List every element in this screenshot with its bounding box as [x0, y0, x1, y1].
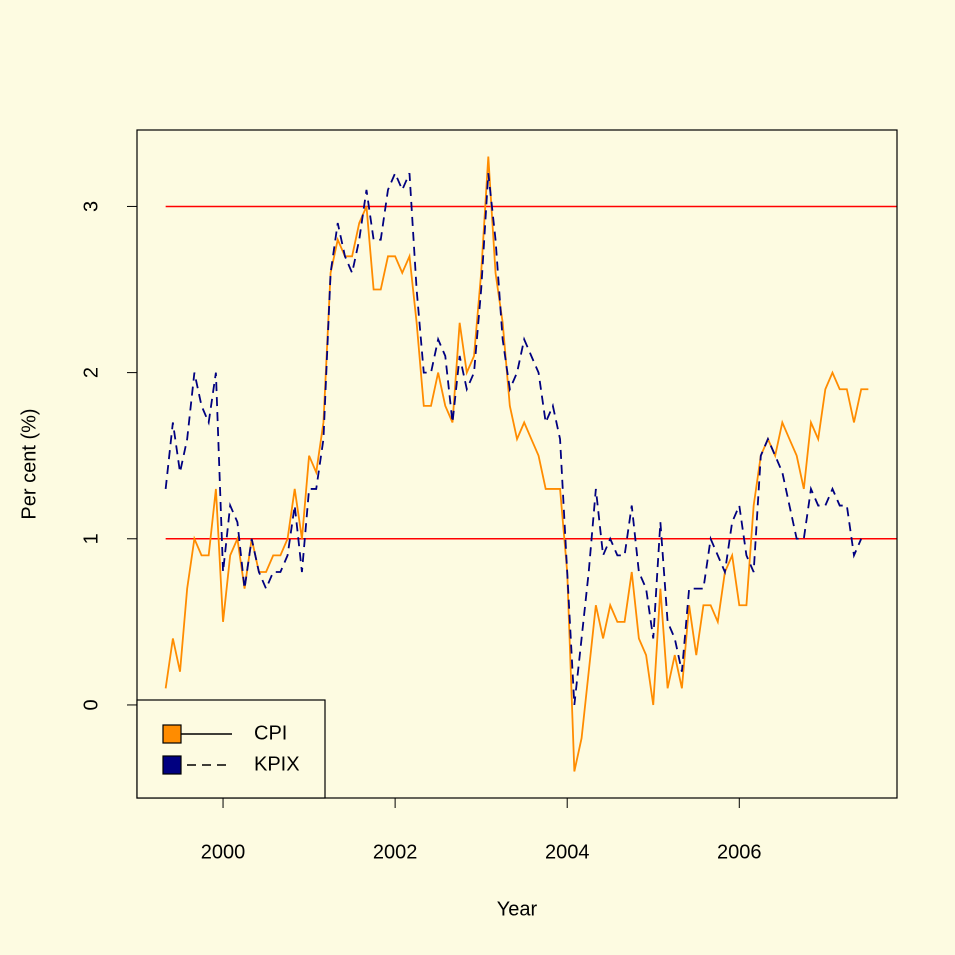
y-tick-label: 1 [80, 533, 102, 544]
legend: CPI KPIX [136, 699, 326, 799]
y-tick-label: 3 [80, 201, 102, 212]
plot-frame [136, 129, 898, 799]
y-axis-title: Per cent (%) [18, 408, 40, 519]
series-line [164, 156, 869, 772]
legend-label: KPIX [254, 753, 300, 775]
y-tick-label: 0 [80, 699, 102, 710]
x-tick-label: 2006 [717, 841, 762, 863]
legend-label: CPI [254, 722, 287, 744]
legend-swatch [162, 755, 182, 775]
x-tick-label: 2000 [201, 841, 246, 863]
series-line [164, 170, 863, 706]
x-tick-label: 2002 [373, 841, 418, 863]
legend-box [136, 699, 326, 799]
x-axis-title: Year [497, 898, 538, 920]
x-tick-label: 2004 [545, 841, 590, 863]
legend-swatch [162, 724, 182, 744]
y-tick-label: 2 [80, 367, 102, 378]
